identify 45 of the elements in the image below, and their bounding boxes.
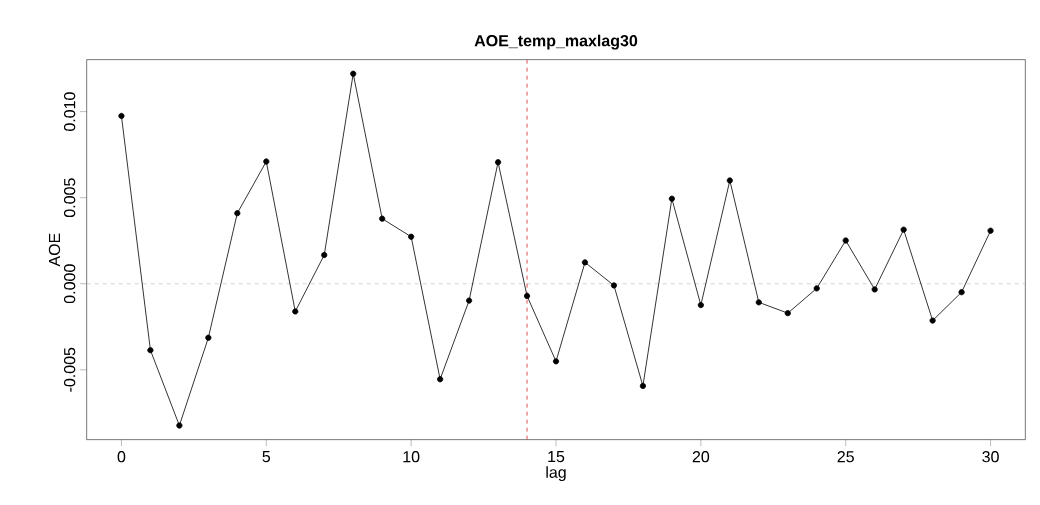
- point: [321, 251, 328, 259]
- point: [350, 70, 357, 77]
- point: [784, 310, 791, 317]
- point: [466, 297, 473, 304]
- point: [842, 237, 849, 244]
- x-tick-label: 15: [548, 451, 565, 463]
- point: [871, 286, 878, 293]
- x-tick-label: 0: [117, 451, 126, 463]
- point: [639, 382, 646, 390]
- point: [929, 317, 936, 324]
- chart-title: AOE_temp_maxlag30: [474, 34, 638, 50]
- point: [552, 358, 560, 365]
- point: [495, 159, 502, 166]
- x-tick-label: 30: [982, 451, 999, 463]
- point: [755, 299, 762, 306]
- point: [205, 334, 212, 341]
- point: [668, 195, 675, 202]
- point: [581, 259, 589, 266]
- point: [118, 112, 125, 119]
- point: [697, 302, 704, 309]
- y-tick-label: 0.010: [63, 92, 76, 132]
- point: [726, 177, 733, 184]
- x-tick-label: 10: [403, 451, 420, 463]
- point: [958, 289, 965, 296]
- point: [176, 422, 183, 429]
- x-tick-label: 25: [837, 451, 854, 463]
- point: [379, 215, 386, 222]
- y-tick-label: -0.005: [63, 347, 76, 392]
- point: [610, 282, 618, 289]
- point: [263, 158, 270, 165]
- point: [813, 285, 820, 292]
- point: [523, 292, 531, 300]
- y-tick-label: 0.005: [63, 178, 76, 218]
- x-axis-title: lag: [546, 466, 566, 482]
- point: [292, 308, 299, 315]
- point: [234, 210, 241, 217]
- point: [437, 376, 444, 383]
- x-tick-label: 5: [262, 451, 271, 463]
- point: [987, 227, 994, 234]
- x-tick-label: 20: [692, 451, 710, 463]
- point: [147, 347, 154, 354]
- point: [408, 233, 415, 240]
- y-axis-title: AOE: [48, 233, 61, 267]
- y-tick-label: 0.000: [63, 264, 76, 304]
- point: [900, 226, 907, 233]
